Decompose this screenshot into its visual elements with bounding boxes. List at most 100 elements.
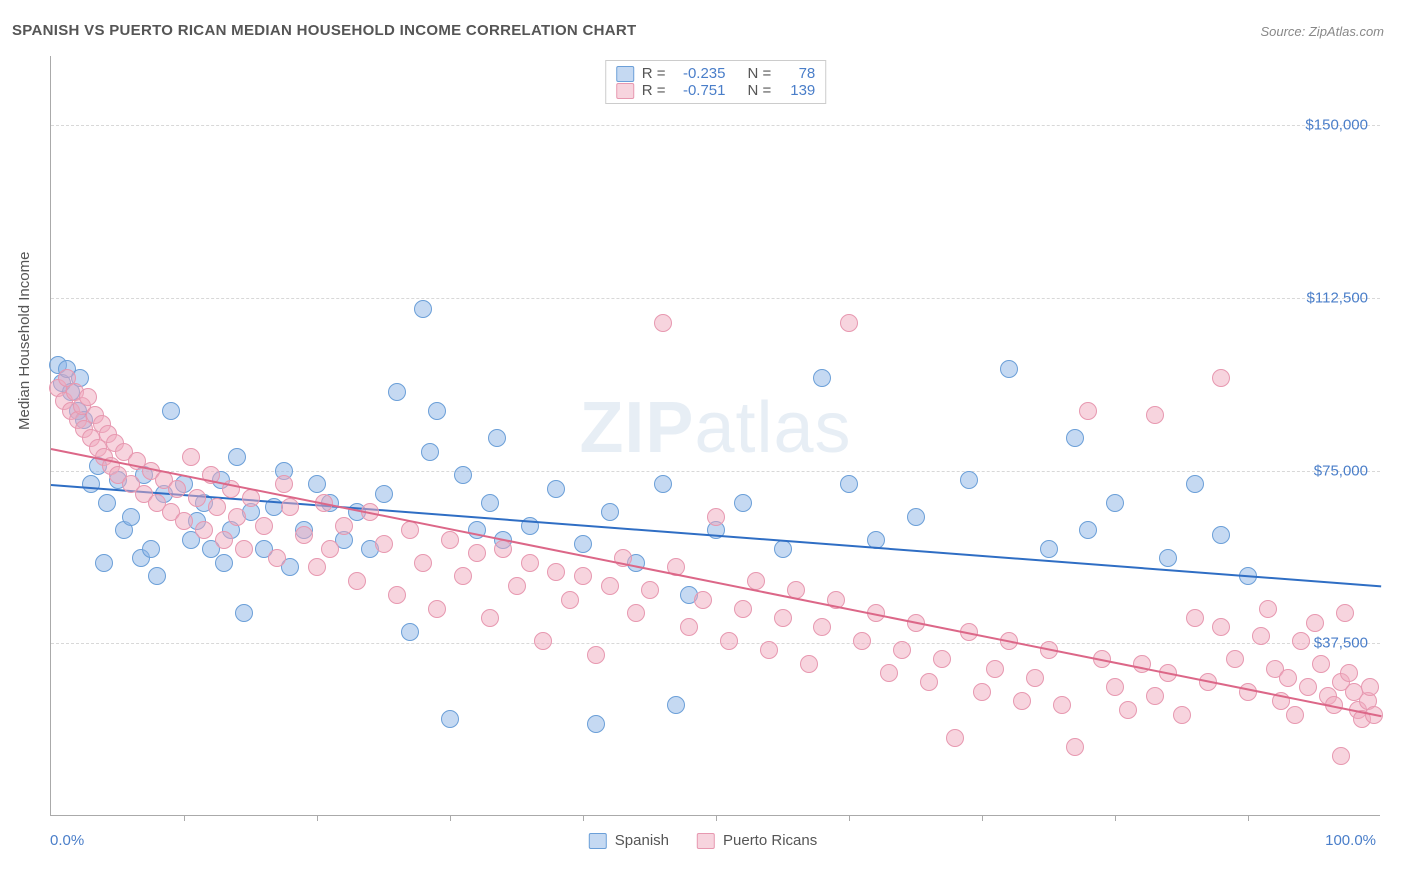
data-point-spanish (1106, 494, 1124, 512)
correlation-legend: R =-0.235N =78R =-0.751N =139 (605, 60, 827, 104)
data-point-puerto_ricans (494, 540, 512, 558)
data-point-puerto_ricans (235, 540, 253, 558)
legend-r-label: R = (642, 82, 666, 99)
data-point-spanish (907, 508, 925, 526)
data-point-spanish (454, 466, 472, 484)
data-point-spanish (481, 494, 499, 512)
data-point-spanish (734, 494, 752, 512)
x-axis-min-label: 0.0% (50, 832, 84, 849)
data-point-puerto_ricans (321, 540, 339, 558)
legend-n-label: N = (748, 82, 772, 99)
trendline-puerto_ricans (51, 448, 1381, 717)
legend-swatch (697, 833, 715, 849)
data-point-puerto_ricans (1013, 692, 1031, 710)
x-tick (849, 815, 850, 821)
data-point-spanish (441, 710, 459, 728)
x-tick (450, 815, 451, 821)
data-point-puerto_ricans (1306, 614, 1324, 632)
data-point-puerto_ricans (348, 572, 366, 590)
data-point-puerto_ricans (215, 531, 233, 549)
legend-swatch (589, 833, 607, 849)
y-axis-label: Median Household Income (16, 252, 33, 430)
gridline (51, 471, 1380, 472)
data-point-puerto_ricans (188, 489, 206, 507)
x-tick (184, 815, 185, 821)
data-point-spanish (813, 369, 831, 387)
data-point-puerto_ricans (574, 567, 592, 585)
data-point-puerto_ricans (481, 609, 499, 627)
legend-swatch (616, 66, 634, 82)
data-point-puerto_ricans (1279, 669, 1297, 687)
series-legend: Spanish Puerto Ricans (589, 832, 817, 849)
data-point-puerto_ricans (1340, 664, 1358, 682)
data-point-puerto_ricans (1053, 696, 1071, 714)
data-point-spanish (414, 300, 432, 318)
data-point-spanish (401, 623, 419, 641)
data-point-puerto_ricans (853, 632, 871, 650)
data-point-puerto_ricans (1079, 402, 1097, 420)
data-point-puerto_ricans (561, 591, 579, 609)
data-point-puerto_ricans (375, 535, 393, 553)
data-point-spanish (421, 443, 439, 461)
data-point-puerto_ricans (1026, 669, 1044, 687)
data-point-puerto_ricans (800, 655, 818, 673)
x-tick (1115, 815, 1116, 821)
data-point-spanish (82, 475, 100, 493)
data-point-puerto_ricans (933, 650, 951, 668)
data-point-puerto_ricans (195, 521, 213, 539)
data-point-spanish (654, 475, 672, 493)
data-point-puerto_ricans (1106, 678, 1124, 696)
data-point-puerto_ricans (1252, 627, 1270, 645)
data-point-puerto_ricans (986, 660, 1004, 678)
legend-n-label: N = (748, 65, 772, 82)
series-legend-item-spanish: Spanish (589, 832, 669, 849)
data-point-spanish (1079, 521, 1097, 539)
data-point-puerto_ricans (79, 388, 97, 406)
data-point-spanish (95, 554, 113, 572)
data-point-puerto_ricans (508, 577, 526, 595)
data-point-puerto_ricans (275, 475, 293, 493)
data-point-spanish (235, 604, 253, 622)
data-point-spanish (162, 402, 180, 420)
data-point-puerto_ricans (734, 600, 752, 618)
data-point-puerto_ricans (760, 641, 778, 659)
series-name: Spanish (615, 832, 669, 849)
data-point-spanish (774, 540, 792, 558)
data-point-puerto_ricans (1212, 618, 1230, 636)
data-point-puerto_ricans (228, 508, 246, 526)
data-point-spanish (601, 503, 619, 521)
data-point-spanish (428, 402, 446, 420)
data-point-puerto_ricans (1119, 701, 1137, 719)
x-tick (317, 815, 318, 821)
data-point-spanish (122, 508, 140, 526)
data-point-puerto_ricans (1361, 678, 1379, 696)
gridline (51, 643, 1380, 644)
data-point-puerto_ricans (175, 512, 193, 530)
data-point-spanish (1186, 475, 1204, 493)
data-point-puerto_ricans (308, 558, 326, 576)
data-point-puerto_ricans (428, 600, 446, 618)
data-point-puerto_ricans (627, 604, 645, 622)
legend-n-value: 78 (779, 65, 815, 82)
data-point-puerto_ricans (1146, 687, 1164, 705)
data-point-spanish (1000, 360, 1018, 378)
data-point-spanish (574, 535, 592, 553)
data-point-spanish (98, 494, 116, 512)
legend-row-spanish: R =-0.235N =78 (616, 65, 816, 82)
data-point-puerto_ricans (1336, 604, 1354, 622)
data-point-puerto_ricans (813, 618, 831, 636)
data-point-puerto_ricans (1312, 655, 1330, 673)
data-point-puerto_ricans (1146, 406, 1164, 424)
series-name: Puerto Ricans (723, 832, 817, 849)
data-point-puerto_ricans (547, 563, 565, 581)
data-point-puerto_ricans (468, 544, 486, 562)
data-point-puerto_ricans (680, 618, 698, 636)
data-point-spanish (228, 448, 246, 466)
data-point-spanish (667, 696, 685, 714)
data-point-puerto_ricans (242, 489, 260, 507)
data-point-spanish (388, 383, 406, 401)
data-point-puerto_ricans (920, 673, 938, 691)
data-point-puerto_ricans (1212, 369, 1230, 387)
data-point-puerto_ricans (1066, 738, 1084, 756)
data-point-spanish (1040, 540, 1058, 558)
